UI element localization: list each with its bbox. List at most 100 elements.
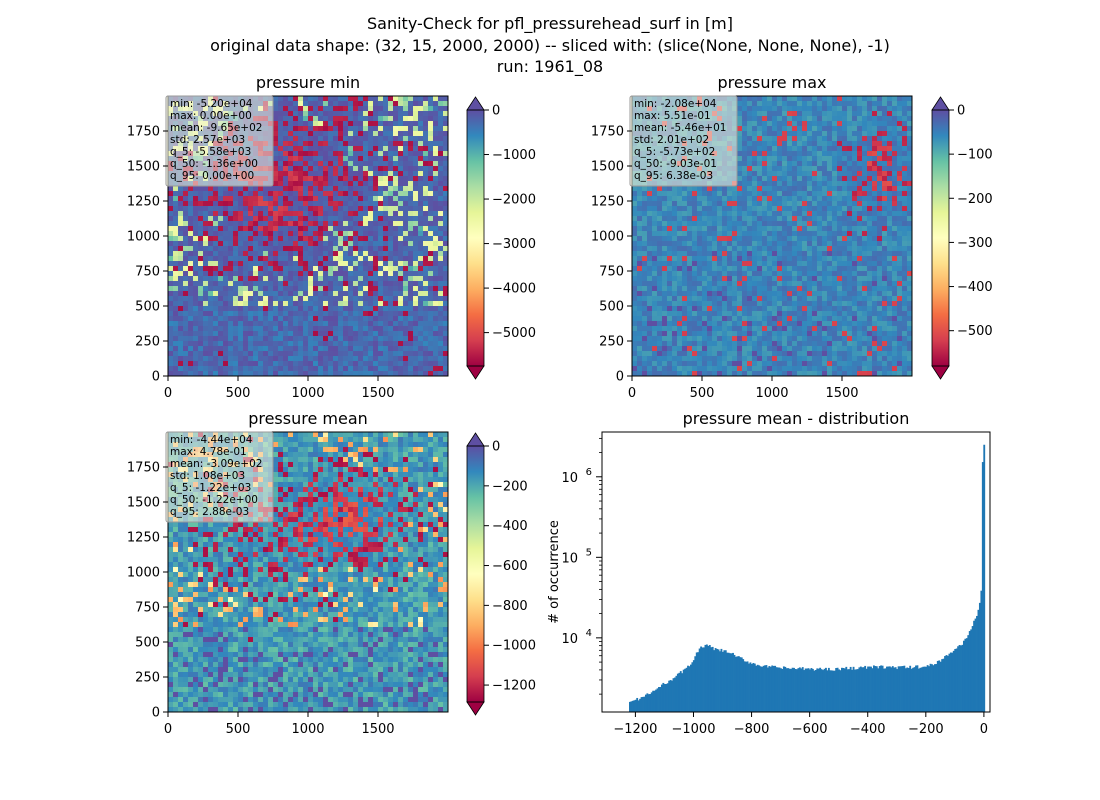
heatmap-cell xyxy=(173,256,179,262)
heatmap-cell xyxy=(358,196,364,202)
heatmap-cell xyxy=(772,131,778,137)
heatmap-cell xyxy=(398,321,404,327)
heatmap-cell xyxy=(388,306,394,312)
heatmap-cell xyxy=(802,206,808,212)
heatmap-cell xyxy=(183,276,189,282)
heatmap-cell xyxy=(173,296,179,302)
heatmap-cell xyxy=(413,291,419,297)
heatmap-cell xyxy=(862,136,868,142)
heatmap-cell xyxy=(857,201,863,207)
heatmap-cell xyxy=(373,136,379,142)
heatmap-cell xyxy=(403,156,409,162)
heatmap-cell xyxy=(408,276,414,282)
heatmap-cell xyxy=(418,156,424,162)
heatmap-cell xyxy=(872,251,878,257)
heatmap-cell xyxy=(832,141,838,147)
heatmap-cell xyxy=(233,316,239,322)
heatmap-cell xyxy=(333,281,339,287)
heatmap-cell xyxy=(682,231,688,237)
heatmap-cell xyxy=(303,226,309,232)
heatmap-cell xyxy=(632,201,638,207)
heatmap-cell xyxy=(907,96,912,102)
heatmap-cell xyxy=(273,156,279,162)
heatmap-cell xyxy=(667,241,673,247)
heatmap-cell xyxy=(333,271,339,277)
heatmap-cell xyxy=(433,216,439,222)
heatmap-cell xyxy=(857,236,863,242)
heatmap-cell xyxy=(742,121,748,127)
heatmap-cell xyxy=(168,251,174,257)
heatmap-cell xyxy=(408,156,414,162)
heatmap-cell xyxy=(278,136,284,142)
heatmap-cell xyxy=(283,336,289,342)
heatmap-cell xyxy=(717,201,723,207)
heatmap-cell xyxy=(677,246,683,252)
heatmap-cell xyxy=(238,306,244,312)
heatmap-cell xyxy=(867,176,873,182)
heatmap-cell xyxy=(887,121,893,127)
heatmap-cell xyxy=(278,281,284,287)
heatmap-cell xyxy=(807,151,813,157)
heatmap-cell xyxy=(787,166,793,172)
heatmap-cell xyxy=(877,206,883,212)
heatmap-cell xyxy=(423,196,429,202)
heatmap-cell xyxy=(812,166,818,172)
heatmap-cell xyxy=(777,231,783,237)
heatmap-cell xyxy=(787,201,793,207)
heatmap-cell xyxy=(418,371,424,376)
heatmap-cell xyxy=(403,281,409,287)
heatmap-cell xyxy=(238,201,244,207)
heatmap-cell xyxy=(782,231,788,237)
heatmap-cell xyxy=(383,136,389,142)
heatmap-cell xyxy=(238,216,244,222)
heatmap-cell xyxy=(313,236,319,242)
heatmap-cell xyxy=(273,226,279,232)
heatmap-cell xyxy=(747,171,753,177)
heatmap-cell xyxy=(438,96,444,102)
heatmap-cell xyxy=(258,361,264,367)
heatmap-cell xyxy=(343,261,349,267)
heatmap-cell xyxy=(198,236,204,242)
heatmap-cell xyxy=(722,221,728,227)
heatmap-cell xyxy=(438,121,444,127)
heatmap-cell xyxy=(732,201,738,207)
heatmap-cell xyxy=(243,191,249,197)
heatmap-cell xyxy=(388,361,394,367)
heatmap-cell xyxy=(398,131,404,137)
heatmap-cell xyxy=(393,256,399,262)
heatmap-cell xyxy=(368,116,374,122)
heatmap-cell xyxy=(208,336,214,342)
heatmap-cell xyxy=(243,321,249,327)
heatmap-cell xyxy=(393,306,399,312)
heatmap-cell xyxy=(268,286,274,292)
heatmap-cell xyxy=(857,226,863,232)
heatmap-cell xyxy=(333,96,339,102)
heatmap-cell xyxy=(443,151,448,157)
heatmap-cell xyxy=(253,306,259,312)
heatmap-cell xyxy=(443,191,448,197)
heatmap-cell xyxy=(398,166,404,172)
heatmap-cell xyxy=(328,256,334,262)
heatmap-cell xyxy=(318,126,324,132)
heatmap-cell xyxy=(348,371,354,376)
heatmap-cell xyxy=(707,246,713,252)
heatmap-cell xyxy=(243,296,249,302)
heatmap-cell xyxy=(283,306,289,312)
heatmap-cell xyxy=(328,281,334,287)
heatmap-cell xyxy=(443,176,448,182)
heatmap-cell xyxy=(413,336,419,342)
heatmap-cell xyxy=(403,161,409,167)
heatmap-cell xyxy=(343,96,349,102)
heatmap-cell xyxy=(298,236,304,242)
heatmap-cell xyxy=(433,241,439,247)
heatmap-cell xyxy=(832,191,838,197)
heatmap-cell xyxy=(198,296,204,302)
heatmap-cell xyxy=(353,306,359,312)
heatmap-cell xyxy=(792,156,798,162)
heatmap-cell xyxy=(672,206,678,212)
heatmap-cell xyxy=(248,196,254,202)
heatmap-cell xyxy=(178,196,184,202)
heatmap-cell xyxy=(268,311,274,317)
heatmap-cell xyxy=(882,226,888,232)
heatmap-cell xyxy=(178,191,184,197)
